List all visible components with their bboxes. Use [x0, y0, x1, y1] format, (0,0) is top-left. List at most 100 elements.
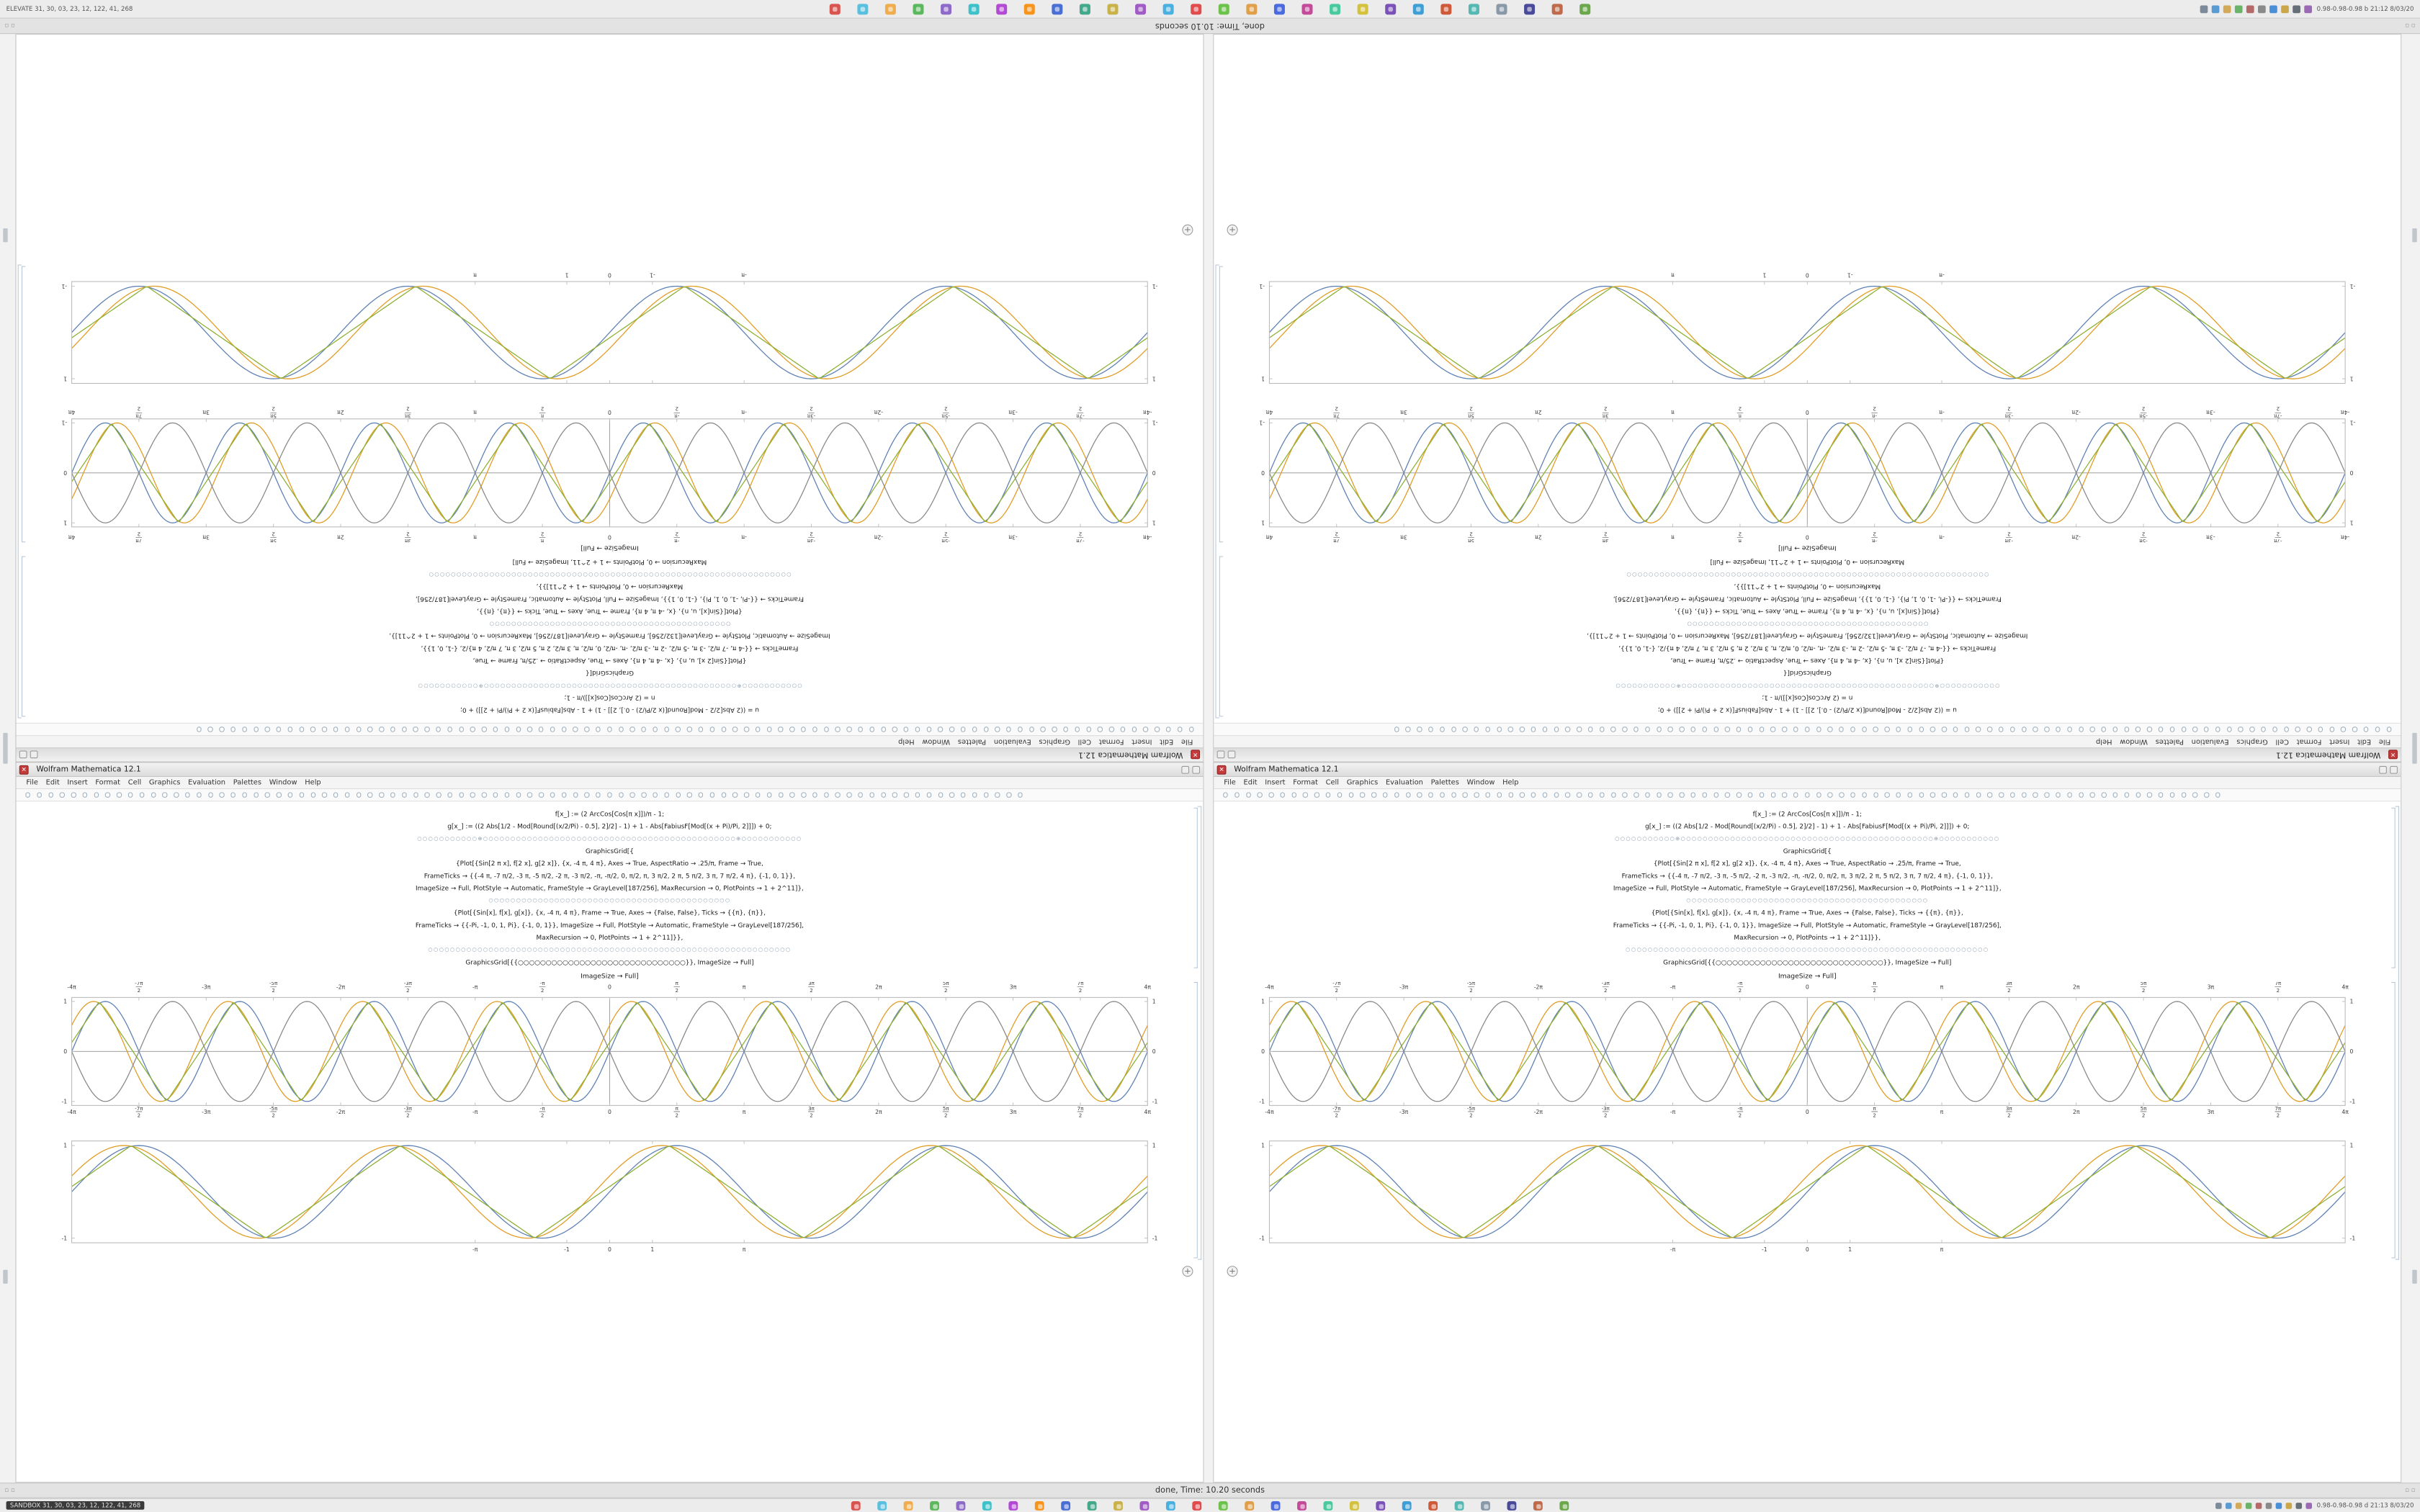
app-icon[interactable] — [903, 1500, 913, 1511]
toolbar-button[interactable] — [356, 726, 362, 732]
toolbar-button[interactable] — [82, 792, 88, 798]
toolbar-button[interactable] — [1405, 792, 1411, 798]
toolbar-button[interactable] — [2078, 792, 2084, 798]
toolbar-button[interactable] — [596, 726, 601, 732]
toolbar-button[interactable] — [686, 792, 692, 798]
menu-insert[interactable]: Insert — [67, 778, 88, 787]
toolbar-button[interactable] — [1542, 726, 1548, 732]
toolbar-button[interactable] — [1759, 792, 1765, 798]
toolbar-button[interactable] — [995, 726, 1000, 732]
app-icon[interactable] — [1034, 1500, 1044, 1511]
toolbar-button[interactable] — [721, 792, 727, 798]
toolbar-button[interactable] — [1599, 792, 1605, 798]
tray-icon[interactable] — [2226, 1502, 2232, 1509]
toolbar-button[interactable] — [1120, 726, 1126, 732]
tray-icon[interactable] — [2236, 1502, 2242, 1509]
toolbar-button[interactable] — [1793, 726, 1798, 732]
menu-help[interactable]: Help — [305, 778, 321, 787]
toolbar-button[interactable] — [2009, 726, 2015, 732]
taskbar-window-list[interactable]: SANDBOX 31, 30, 03, 23, 12, 122, 41, 268 — [6, 1501, 145, 1510]
cell-bracket[interactable] — [1219, 556, 1224, 717]
toolbar-button[interactable] — [869, 726, 875, 732]
toolbar-button[interactable] — [1428, 726, 1434, 732]
app-icon[interactable] — [851, 1500, 861, 1511]
toolbar-button[interactable] — [1782, 726, 1787, 732]
toolbar-button[interactable] — [1325, 792, 1331, 798]
app-icon[interactable] — [1481, 1500, 1490, 1511]
toolbar-button[interactable] — [892, 792, 897, 798]
toolbar-button[interactable] — [1588, 792, 1593, 798]
toolbar-button[interactable] — [1907, 792, 1913, 798]
toolbar-button[interactable] — [1999, 792, 2004, 798]
toolbar-button[interactable] — [1987, 726, 1993, 732]
minimize-icon[interactable] — [30, 751, 38, 759]
toolbar-button[interactable] — [1542, 792, 1548, 798]
toolbar-button[interactable] — [2204, 792, 2210, 798]
toolbar-button[interactable] — [470, 726, 475, 732]
toolbar-button[interactable] — [1462, 726, 1468, 732]
toolbar-button[interactable] — [1941, 792, 1947, 798]
toolbar-button[interactable] — [1896, 726, 1901, 732]
toolbar-button[interactable] — [1052, 726, 1057, 732]
toolbar-button[interactable] — [1679, 792, 1685, 798]
app-icon[interactable] — [1323, 1500, 1333, 1511]
toolbar-button[interactable] — [1531, 726, 1536, 732]
toolbar-button[interactable] — [1428, 792, 1434, 798]
minimize-icon[interactable] — [1227, 751, 1236, 759]
toolbar-button[interactable] — [1667, 792, 1673, 798]
toolbar-button[interactable] — [276, 726, 282, 732]
toolbar-button[interactable] — [915, 726, 920, 732]
menu-graphics[interactable]: Graphics — [2236, 737, 2268, 747]
toolbar-button[interactable] — [2169, 726, 2175, 732]
code-cell[interactable]: u = ((2 Abs[2/2 - Mod[Round[(x 2/Pi/2) -… — [17, 557, 1204, 717]
toolbar-button[interactable] — [778, 792, 784, 798]
toolbar-button[interactable] — [333, 726, 339, 732]
toolbar-button[interactable] — [1018, 726, 1023, 732]
toolbar-button[interactable] — [1770, 792, 1776, 798]
app-icon[interactable] — [1135, 3, 1147, 14]
menu-graphics[interactable]: Graphics — [1346, 778, 1379, 787]
app-icon[interactable] — [1468, 3, 1479, 14]
cell-bracket[interactable] — [1193, 981, 1198, 1259]
app-icon[interactable] — [956, 1500, 966, 1511]
toolbar-button[interactable] — [207, 792, 213, 798]
toolbar-button[interactable] — [2089, 792, 2095, 798]
toolbar-button[interactable] — [1223, 792, 1229, 798]
toolbar-button[interactable] — [949, 726, 954, 732]
toolbar-button[interactable] — [1371, 792, 1376, 798]
app-icon[interactable] — [1273, 3, 1285, 14]
toolbar-button[interactable] — [676, 792, 681, 798]
toolbar-button[interactable] — [744, 792, 749, 798]
toolbar-button[interactable] — [401, 792, 407, 798]
toolbar-button[interactable] — [1108, 726, 1114, 732]
menu-edit[interactable]: Edit — [45, 778, 60, 787]
tray-icon[interactable] — [2258, 4, 2266, 13]
scrollbar-mark[interactable] — [2412, 228, 2417, 243]
menu-graphics[interactable]: Graphics — [1039, 737, 1070, 747]
app-icon[interactable] — [1330, 3, 1341, 14]
window-grip-icon[interactable]: ▫ ▫ — [2405, 1486, 2416, 1494]
toolbar-button[interactable] — [1565, 792, 1571, 798]
menu-help[interactable]: Help — [898, 737, 915, 747]
plus-icon[interactable]: + — [1227, 224, 1238, 235]
toolbar-button[interactable] — [983, 726, 989, 732]
app-icon[interactable] — [829, 3, 841, 14]
cell-bracket[interactable] — [2391, 807, 2396, 968]
toolbar-button[interactable] — [903, 726, 909, 732]
toolbar-button[interactable] — [618, 726, 624, 732]
scrollbar-mark[interactable] — [2412, 732, 2417, 764]
toolbar-button[interactable] — [995, 792, 1000, 798]
toolbar-button[interactable] — [2033, 792, 2038, 798]
toolbar-button[interactable] — [1930, 726, 1935, 732]
toolbar-button[interactable] — [390, 792, 395, 798]
cell-bracket[interactable] — [1215, 264, 1219, 719]
toolbar-button[interactable] — [1645, 726, 1650, 732]
toolbar-button[interactable] — [1827, 726, 1833, 732]
menu-evaluation[interactable]: Evaluation — [993, 737, 1031, 747]
toolbar-button[interactable] — [25, 792, 31, 798]
app-icon[interactable] — [1023, 3, 1035, 14]
toolbar-button[interactable] — [1006, 726, 1012, 732]
cell-bracket[interactable] — [1197, 806, 1202, 1260]
toolbar-button[interactable] — [185, 792, 190, 798]
toolbar-button[interactable] — [1964, 726, 1970, 732]
